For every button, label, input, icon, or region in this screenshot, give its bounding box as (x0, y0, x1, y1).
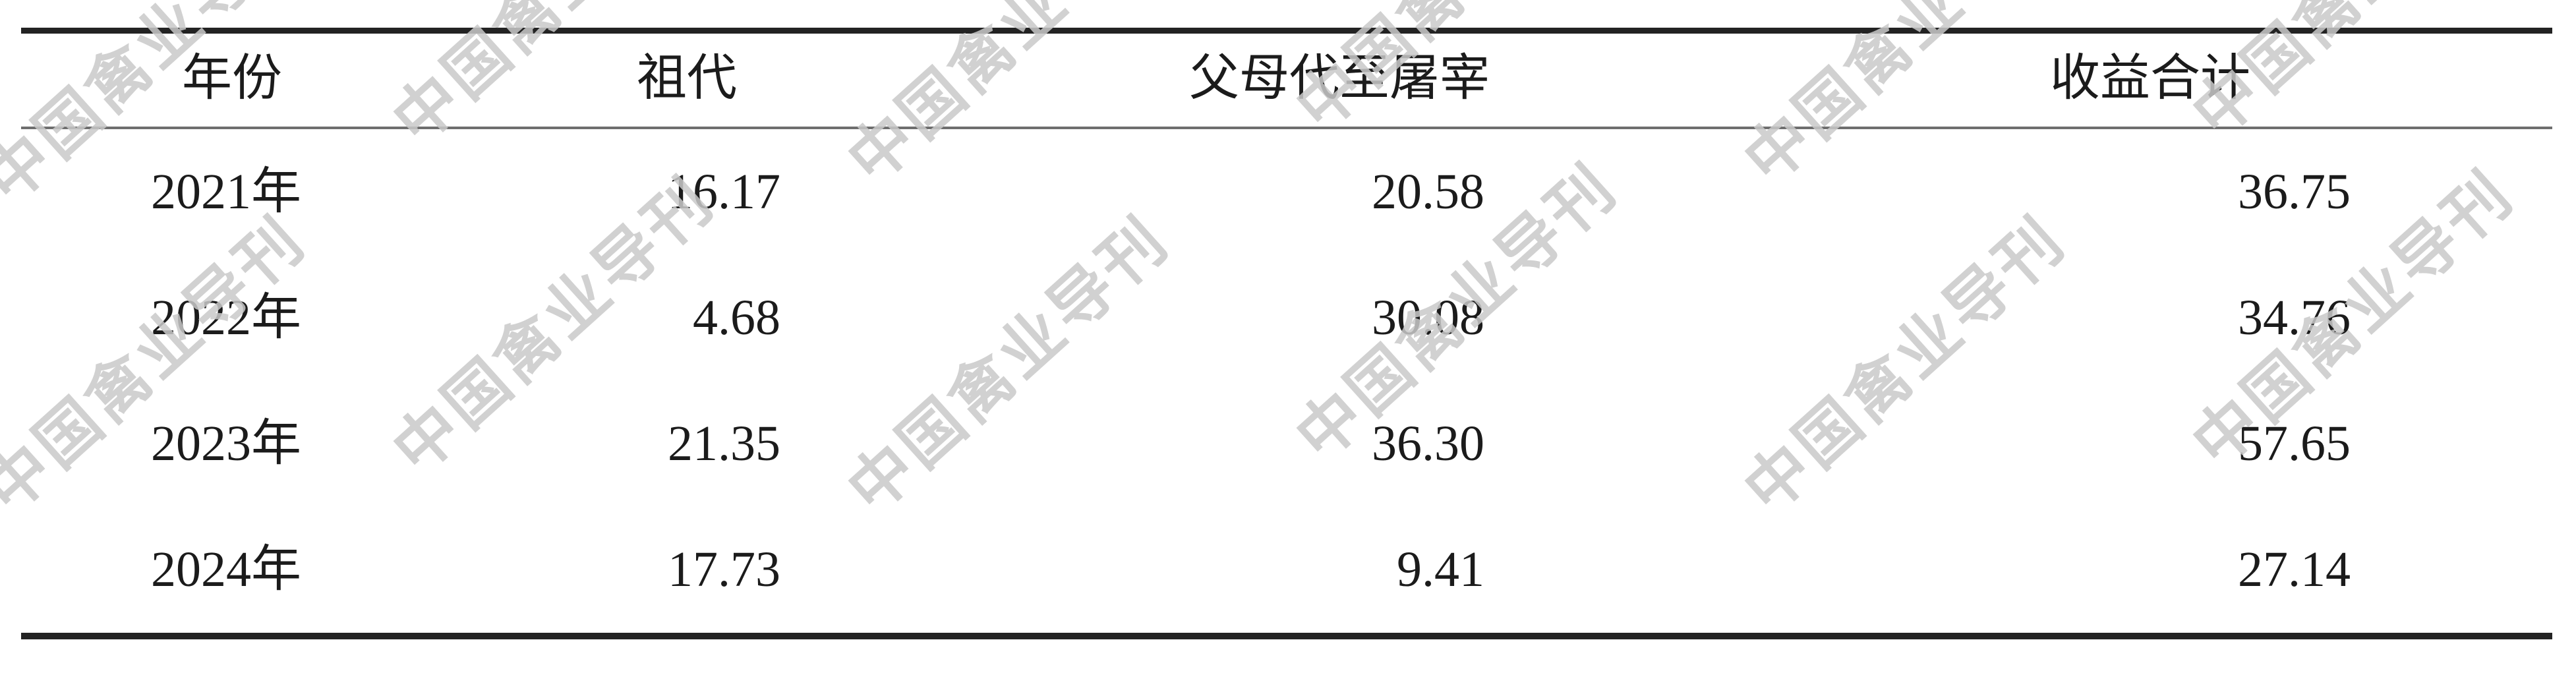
table-header: 年份 祖代 父母代至屠宰 收益合计 (21, 28, 2552, 130)
column-header-total-revenue: 收益合计 (1748, 28, 2552, 130)
cell-year-value: 2022年 (151, 289, 301, 345)
cell-grandparent: 21.35 (443, 381, 931, 507)
cell-year-value: 2021年 (151, 163, 301, 219)
cell-total-revenue: 36.75 (1748, 128, 2552, 255)
cell-year: 2022年 (21, 255, 443, 381)
cell-parent-to-slaughter-value: 30.08 (1372, 289, 1484, 345)
cell-total-revenue: 27.14 (1748, 507, 2552, 640)
cell-parent-to-slaughter: 9.41 (931, 507, 1748, 640)
cell-total-revenue-value: 36.75 (2238, 163, 2351, 219)
table-row: 2021年 16.17 20.58 36.75 (21, 128, 2552, 255)
revenue-table: 年份 祖代 父母代至屠宰 收益合计 2021年 (21, 28, 2552, 640)
table-body: 2021年 16.17 20.58 36.75 2022年 (21, 128, 2552, 640)
table-row: 2022年 4.68 30.08 34.76 (21, 255, 2552, 381)
cell-grandparent: 16.17 (443, 128, 931, 255)
table-container: 年份 祖代 父母代至屠宰 收益合计 2021年 (21, 28, 2552, 640)
cell-parent-to-slaughter-value: 20.58 (1372, 163, 1484, 219)
cell-year: 2021年 (21, 128, 443, 255)
cell-total-revenue-value: 27.14 (2238, 541, 2351, 597)
cell-parent-to-slaughter: 36.30 (931, 381, 1748, 507)
cell-grandparent-value: 21.35 (668, 415, 780, 471)
cell-total-revenue: 57.65 (1748, 381, 2552, 507)
cell-total-revenue: 34.76 (1748, 255, 2552, 381)
cell-grandparent-value: 16.17 (668, 163, 780, 219)
column-header-parent-to-slaughter: 父母代至屠宰 (931, 28, 1748, 130)
cell-parent-to-slaughter-value: 36.30 (1372, 415, 1484, 471)
cell-year-value: 2024年 (151, 541, 301, 597)
cell-grandparent-value: 17.73 (668, 541, 780, 597)
cell-year: 2024年 (21, 507, 443, 640)
cell-total-revenue-value: 57.65 (2238, 415, 2351, 471)
cell-grandparent: 17.73 (443, 507, 931, 640)
table-row: 2023年 21.35 36.30 57.65 (21, 381, 2552, 507)
table-header-row: 年份 祖代 父母代至屠宰 收益合计 (21, 28, 2552, 130)
column-header-parent-to-slaughter-label: 父母代至屠宰 (1189, 51, 1490, 106)
cell-grandparent-value: 4.68 (693, 289, 780, 345)
column-header-total-revenue-label: 收益合计 (2050, 51, 2250, 106)
cell-parent-to-slaughter-value: 9.41 (1397, 541, 1484, 597)
cell-year-value: 2023年 (151, 415, 301, 471)
column-header-grandparent: 祖代 (443, 28, 931, 130)
column-header-grandparent-label: 祖代 (637, 51, 737, 106)
cell-year: 2023年 (21, 381, 443, 507)
table-row: 2024年 17.73 9.41 27.14 (21, 507, 2552, 640)
cell-parent-to-slaughter: 20.58 (931, 128, 1748, 255)
column-header-year: 年份 (21, 28, 443, 130)
cell-total-revenue-value: 34.76 (2238, 289, 2351, 345)
column-header-year-label: 年份 (182, 51, 282, 106)
cell-parent-to-slaughter: 30.08 (931, 255, 1748, 381)
cell-grandparent: 4.68 (443, 255, 931, 381)
